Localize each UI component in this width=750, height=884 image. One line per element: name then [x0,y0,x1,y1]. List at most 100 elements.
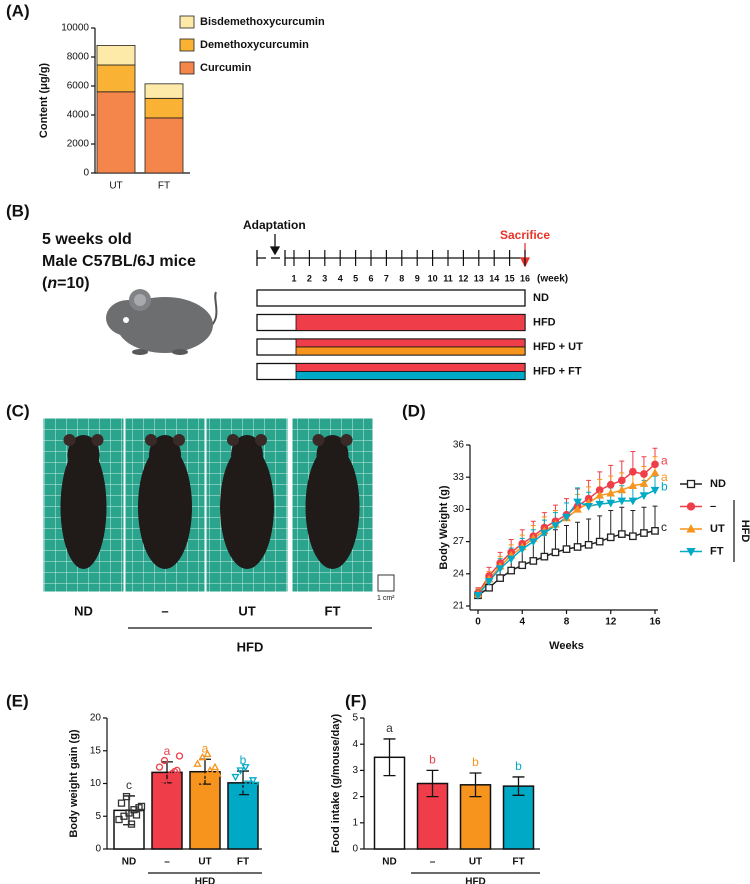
panel-label: (D) [402,401,426,420]
y-tick-label: 15 [90,745,102,756]
x-tick-label: ND [122,857,136,868]
marker [651,527,659,535]
marker [160,756,169,765]
legend-swatch [179,61,195,75]
marker [210,762,220,771]
mouse-photo-head [231,435,263,475]
marker [628,497,638,506]
y-axis-label: Body Weight (g) [438,485,450,569]
legend-swatch [179,15,195,29]
marker [640,529,648,537]
adaptation-label: Adaptation [243,218,306,232]
x-tick-label: FT [237,857,249,868]
scale-label: 1 cm² [377,595,395,602]
marker [540,529,549,538]
mouse-photo-head [149,435,181,475]
marker [517,545,527,554]
marker [629,467,637,476]
marker [617,485,627,494]
legend-label: ND [710,478,726,490]
marker [246,787,255,795]
bar-segment [96,91,136,174]
y-tick-label: 3 [352,765,358,776]
y-tick-label: 0 [95,844,101,855]
marker [540,552,549,561]
mouse-icon [106,289,218,355]
significance-letter: a [661,470,668,484]
mouse-ear [145,434,157,446]
marker [606,488,616,497]
diet-bar [295,338,526,348]
group-label: HFD [465,877,486,884]
y-axis-label: Food intake (g/mouse/day) [330,713,342,853]
mouse-photo [220,445,274,569]
error-bar [586,518,592,545]
bar-segment [96,64,136,93]
x-tick-label: – [430,857,436,868]
marker [551,548,560,557]
mouse-n: (n=10) [42,275,90,292]
error-bar [641,506,647,534]
bar-segment [144,83,184,99]
marker [495,565,505,573]
diet-bar [295,371,526,380]
significance-letter: a [164,744,171,758]
marker [595,537,604,546]
week-label: 14 [489,273,499,283]
marker [629,532,637,541]
timeline-axis [256,234,531,268]
x-tick-label: ND [382,857,396,868]
mouse-photo [138,445,192,569]
y-axis-label: Content (μg/g) [38,63,50,138]
diet-bar [295,346,526,356]
group-label: HFD [533,316,556,328]
y-axis-label: Body weight gain (g) [68,729,80,837]
mouse-info: Male C57BL/6J mice [42,253,196,270]
marker [686,524,696,533]
week-label: 1 [291,273,296,283]
x-tick-label: FT [512,857,524,868]
group-label: HFD + UT [533,341,583,353]
y-tick-label: 2 [352,791,358,802]
significance-letter: b [661,479,668,493]
legend-label: UT [710,523,725,535]
y-tick-label: 0 [352,844,358,855]
week-label: 13 [474,273,484,283]
mouse-ear [63,434,76,446]
photo-label: UT [238,603,255,618]
x-tick-label: UT [469,857,482,868]
marker [117,799,126,807]
marker [496,574,504,582]
group-label: HFD [237,639,264,654]
x-tick-label: 12 [605,617,617,628]
legend-label: Curcumin [200,62,252,74]
panel-label: (F) [345,691,367,710]
marker [473,592,483,600]
marker [639,479,649,487]
diet-bar [295,314,526,331]
marker [132,811,141,819]
mouse-ear [91,434,104,446]
y-tick-label: 10000 [61,23,89,34]
y-tick-label: 27 [453,536,465,547]
mouse-n-part: n [47,275,57,292]
significance-letter: b [429,753,436,767]
marker [193,759,202,767]
marker [243,780,253,788]
marker [584,502,593,511]
marker [190,785,200,794]
legend-group-label: HFD [739,520,750,543]
error-bar [564,525,569,550]
x-tick-label: 0 [475,617,481,628]
mouse-n-part: =10) [57,275,89,292]
marker [686,479,696,489]
marker [233,788,243,797]
marker [213,769,222,777]
error-bar [619,506,625,535]
photo-label: – [161,603,168,618]
error-bar [575,521,581,547]
scale-box [377,574,395,592]
y-tick-label: 8000 [67,52,90,63]
x-axis-label: Weeks [549,640,584,652]
significance-letter: b [515,759,522,773]
